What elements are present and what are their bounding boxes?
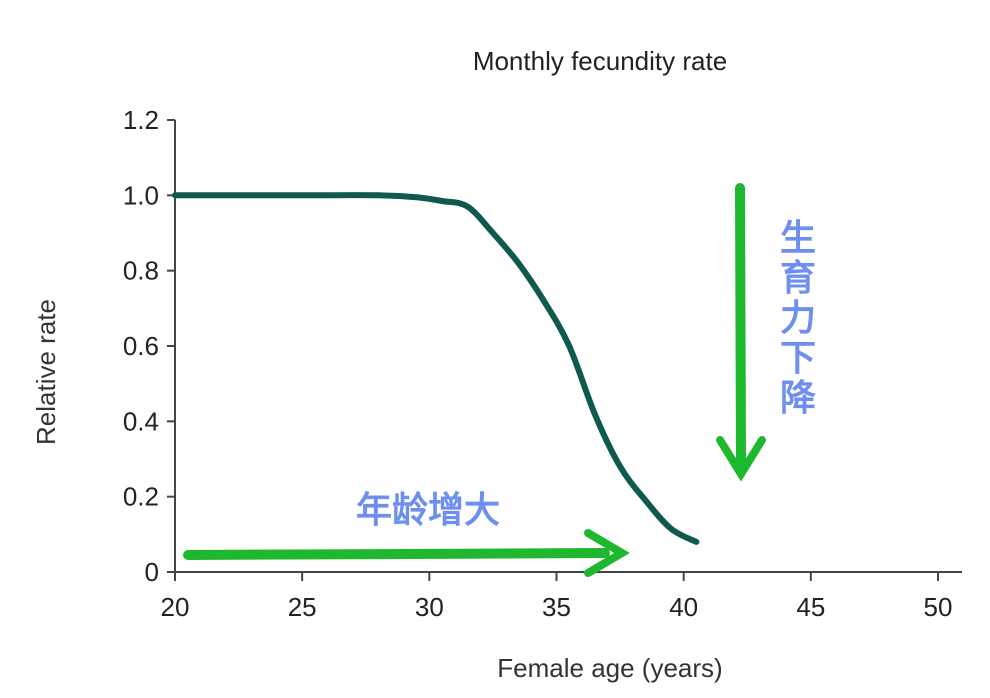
age-increase-arrow-head <box>584 529 630 577</box>
x-tick-label: 50 <box>924 592 953 622</box>
x-axis-label: Female age (years) <box>497 653 722 683</box>
y-tick-label: 0 <box>145 557 159 587</box>
chart-title: Monthly fecundity rate <box>473 46 727 76</box>
fertility-decline-label: 生 育 力 下 降 <box>780 218 816 419</box>
fertility-decline-char: 力 <box>780 298 816 339</box>
fertility-decline-char: 降 <box>780 378 816 419</box>
y-tick-group: 0 0.2 0.4 0.6 0.8 1.0 1.2 <box>123 105 175 587</box>
fertility-decline-char: 育 <box>780 258 816 299</box>
x-tick-label: 40 <box>669 592 698 622</box>
fertility-decline-arrow-shaft <box>735 183 746 467</box>
age-increase-arrow <box>183 529 630 577</box>
fertility-decline-arrow-head <box>716 436 766 482</box>
y-tick-label: 1.0 <box>123 180 159 210</box>
y-tick-label: 0.2 <box>123 482 159 512</box>
y-tick-label: 0.4 <box>123 406 159 436</box>
y-tick-label: 1.2 <box>123 105 159 135</box>
x-tick-label: 30 <box>415 592 444 622</box>
fertility-decline-arrow <box>716 183 766 482</box>
series-line-fecundity <box>172 192 700 545</box>
fertility-decline-char: 下 <box>780 338 816 379</box>
x-tick-label: 45 <box>796 592 825 622</box>
x-tick-label: 25 <box>288 592 317 622</box>
age-increase-arrow-shaft <box>183 548 610 560</box>
x-tick-label: 20 <box>161 592 190 622</box>
x-tick-group: 20 25 30 35 40 45 50 <box>161 572 953 622</box>
y-tick-label: 0.8 <box>123 256 159 286</box>
fertility-decline-char: 生 <box>780 218 816 259</box>
x-tick-label: 35 <box>542 592 571 622</box>
age-increase-label: 年龄增大 <box>356 490 500 531</box>
y-tick-label: 0.6 <box>123 331 159 361</box>
y-axis-label: Relative rate <box>31 299 61 445</box>
